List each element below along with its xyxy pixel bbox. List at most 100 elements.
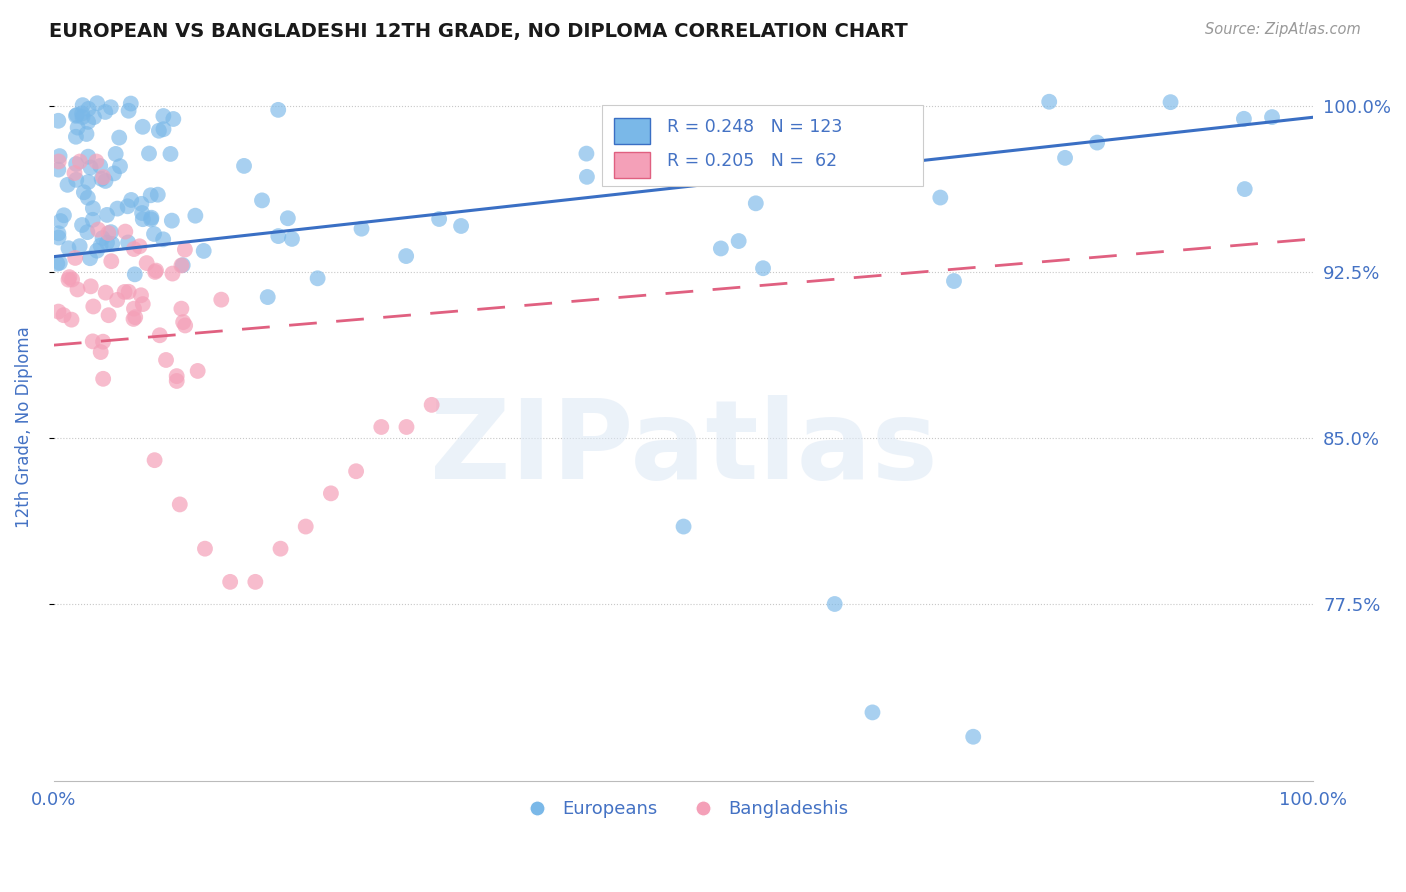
Point [91,372,114,386]
Point [46,257,69,271]
Point [172,258,194,272]
Point [87,222,110,236]
Point [91,334,114,349]
Point [48,154,70,169]
Point [107,202,129,216]
Point [962,730,984,744]
Point [162,267,184,281]
Point [187,364,209,378]
Point [270,541,292,556]
Point [58,241,80,255]
Y-axis label: 12th Grade, No Diploma: 12th Grade, No Diploma [15,326,32,528]
Point [90,172,112,186]
Point [145,263,167,277]
Point [56,178,79,192]
Point [69,154,91,169]
Point [307,271,329,285]
Point [70,218,93,232]
Point [233,159,256,173]
Point [174,243,197,257]
Point [52,208,75,222]
Point [91,170,114,185]
Point [281,232,304,246]
Point [46,113,69,128]
Point [131,197,153,211]
Point [122,301,145,316]
Point [943,274,966,288]
Point [143,453,166,467]
Point [170,259,193,273]
FancyBboxPatch shape [602,105,922,186]
Point [170,301,193,316]
Point [139,188,162,202]
Point [58,273,80,287]
Point [250,194,273,208]
Point [194,541,217,556]
Point [101,236,124,251]
Point [1233,112,1256,126]
Point [72,110,94,124]
Point [94,285,117,300]
Point [66,282,89,296]
Point [152,109,174,123]
Point [58,270,80,285]
Point [166,369,188,384]
Point [96,208,118,222]
Point [143,265,166,279]
Point [800,128,823,143]
Point [1261,110,1284,124]
Point [752,261,775,276]
Point [60,272,83,286]
Point [49,214,72,228]
Point [184,209,207,223]
Point [1054,151,1077,165]
Point [63,166,86,180]
Point [108,130,131,145]
Point [76,225,98,239]
Point [143,227,166,241]
Point [148,124,170,138]
Point [160,213,183,227]
Point [79,251,101,265]
Point [350,221,373,235]
Text: R = 0.248   N = 123: R = 0.248 N = 123 [668,119,842,136]
Point [166,374,188,388]
Point [120,193,142,207]
Point [103,166,125,180]
Point [65,129,87,144]
Point [77,150,100,164]
Point [82,334,104,349]
Point [114,225,136,239]
Point [319,486,342,500]
FancyBboxPatch shape [614,153,650,178]
Point [76,127,98,141]
Point [86,96,108,111]
Point [1160,95,1182,110]
Point [80,279,103,293]
Point [86,244,108,258]
Point [159,147,181,161]
Point [82,300,104,314]
Point [86,154,108,169]
Text: R = 0.205   N =  62: R = 0.205 N = 62 [668,153,838,170]
Point [862,706,884,720]
Point [91,231,114,245]
Point [575,146,598,161]
Point [65,157,87,171]
Point [48,230,70,244]
Point [209,293,232,307]
Legend: Europeans, Bangladeshis: Europeans, Bangladeshis [512,793,855,825]
Point [89,159,111,173]
Text: ZIPatlas: ZIPatlas [430,395,938,501]
Point [138,146,160,161]
Point [219,574,242,589]
Point [420,398,443,412]
Point [1085,136,1108,150]
Point [267,229,290,244]
Point [152,122,174,136]
Point [129,288,152,302]
Point [79,161,101,175]
Point [256,290,278,304]
Point [174,318,197,333]
Point [370,420,392,434]
